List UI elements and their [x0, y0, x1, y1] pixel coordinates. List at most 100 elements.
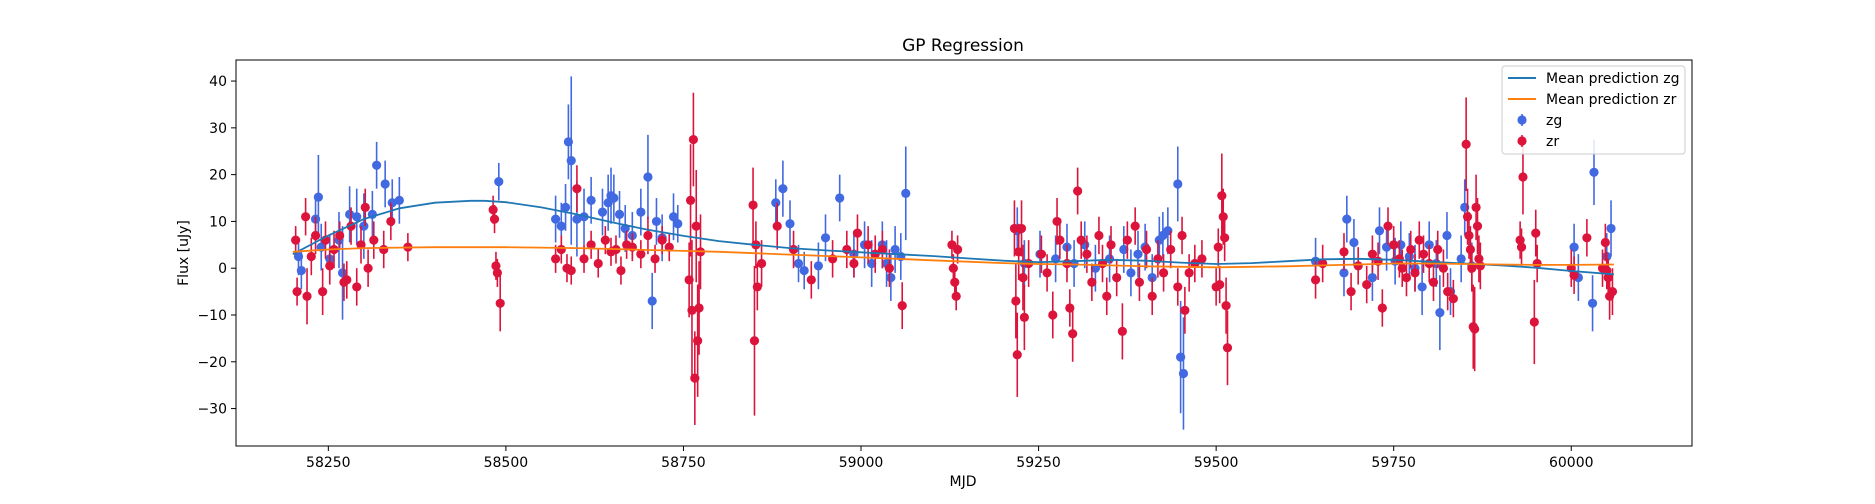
data-point-zr: [688, 134, 698, 145]
data-point-zr: [664, 242, 674, 252]
data-point-zg: [1442, 230, 1452, 241]
data-point-zr: [492, 268, 502, 278]
legend-label-zg: zg: [1546, 113, 1562, 129]
y-tick-label: 30: [209, 121, 227, 137]
data-point-zr: [1042, 268, 1052, 278]
data-point-zr: [752, 282, 762, 292]
data-point-zg: [799, 265, 809, 276]
data-point-zr: [1112, 272, 1122, 283]
legend-marker-zg: [1517, 114, 1527, 126]
data-point-zr: [1011, 296, 1021, 306]
data-point-zr: [1448, 294, 1458, 304]
data-point-zr: [948, 263, 958, 273]
data-point-zg: [867, 258, 877, 269]
data-point-zr: [1465, 244, 1476, 255]
data-point-zr: [369, 235, 379, 245]
data-point-zr: [1607, 287, 1618, 297]
data-point-zr: [551, 254, 561, 264]
data-point-zr: [1529, 317, 1539, 327]
legend-marker-zr: [1517, 135, 1527, 147]
legend-label-zr: zr: [1546, 134, 1559, 150]
data-point-zr: [306, 251, 316, 262]
data-point-zr: [1410, 268, 1420, 278]
data-point-zg: [572, 214, 582, 224]
data-point-zr: [693, 336, 703, 346]
x-tick-label: 58500: [484, 455, 529, 471]
data-point-zr: [325, 261, 335, 271]
data-point-zr: [643, 230, 653, 241]
data-point-zr: [1213, 242, 1223, 252]
data-point-zr: [685, 195, 696, 205]
data-point-zr: [1082, 249, 1092, 259]
plot-frame: [235, 59, 1693, 447]
data-point-zr: [842, 244, 852, 255]
data-point-zr: [1087, 277, 1097, 287]
data-point-zr: [1397, 263, 1407, 273]
data-point-zg: [1381, 242, 1392, 252]
data-point-zr: [586, 240, 596, 250]
data-point-zg: [1339, 268, 1349, 278]
data-point-zr: [1094, 230, 1104, 241]
x-axis-label: MJD: [950, 474, 977, 490]
data-point-zg: [771, 198, 781, 208]
data-point-zr: [1076, 235, 1086, 245]
data-point-zg: [597, 207, 608, 217]
data-point-zg: [380, 179, 390, 189]
data-point-zr: [1470, 324, 1480, 334]
data-point-zg: [1569, 242, 1579, 252]
data-point-zr: [1141, 244, 1152, 255]
data-point-zr: [1461, 139, 1471, 149]
data-point-zr: [1217, 191, 1227, 201]
data-point-zr: [650, 254, 660, 264]
y-tick-label: 0: [218, 261, 227, 277]
data-point-zg: [1374, 226, 1385, 236]
data-point-zr: [360, 202, 370, 212]
data-point-zr: [1147, 291, 1157, 301]
data-point-zg: [1587, 298, 1598, 308]
data-point-zr: [1055, 235, 1065, 245]
data-point-zr: [1443, 287, 1453, 297]
data-point-zr: [1222, 343, 1233, 353]
data-point-zg: [636, 207, 646, 217]
data-point-zr: [772, 221, 782, 231]
data-point-zg: [1349, 237, 1359, 248]
data-point-zr: [1310, 275, 1321, 285]
data-point-zg: [387, 198, 397, 208]
data-point-zg: [494, 177, 504, 187]
data-point-zg: [890, 244, 900, 255]
data-point-zg: [296, 265, 306, 276]
data-point-zg: [793, 258, 804, 269]
data-point-zr: [657, 235, 667, 245]
data-point-zg: [673, 219, 683, 229]
data-point-zr: [379, 244, 389, 255]
data-point-zg: [1119, 244, 1129, 255]
data-point-zg: [651, 216, 662, 227]
series-zr: [291, 92, 1618, 425]
data-point-zr: [352, 282, 362, 292]
legend: Mean prediction zg Mean prediction zr zg…: [1501, 65, 1686, 155]
data-point-zg: [1342, 214, 1352, 224]
data-point-zr: [1515, 235, 1525, 245]
data-point-zr: [1471, 202, 1481, 212]
data-point-zr: [806, 275, 816, 285]
data-point-zr: [1122, 235, 1132, 245]
data-point-zr: [1389, 240, 1399, 250]
data-point-zg: [1396, 240, 1406, 250]
data-point-zr: [1180, 305, 1190, 315]
chart-title: GP Regression: [902, 36, 1024, 56]
x-tick-label: 59250: [1016, 455, 1061, 471]
data-point-zr: [292, 287, 302, 297]
data-point-zg: [614, 209, 625, 219]
data-point-zr: [556, 244, 566, 255]
data-point-zg: [1424, 240, 1434, 250]
data-point-zr: [566, 265, 576, 276]
x-tick-label: 59750: [1371, 455, 1416, 471]
y-tick-label: 40: [209, 74, 227, 90]
data-point-zr: [1467, 263, 1477, 273]
data-point-zr: [863, 240, 873, 250]
legend-box: [1501, 65, 1686, 155]
data-point-zr: [491, 261, 501, 271]
data-point-zr: [1603, 272, 1613, 283]
data-point-zr: [953, 244, 963, 255]
